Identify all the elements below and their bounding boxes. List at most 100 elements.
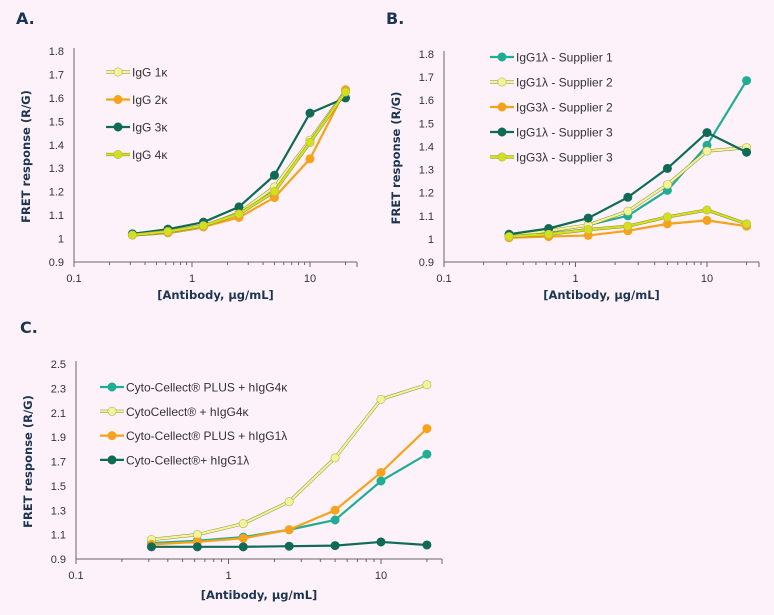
y-tick-label: 1.7: [51, 457, 66, 469]
data-point: [702, 205, 712, 215]
y-tick-label: 1.8: [419, 49, 434, 61]
x-tick-label: 0.1: [66, 273, 81, 285]
x-tick-label: 1: [225, 570, 231, 582]
x-tick-label: 1: [189, 273, 195, 285]
y-tick-label: 2.5: [51, 359, 66, 371]
legend-label: IgG3λ - Supplier 2: [516, 101, 613, 115]
y-tick-label: 1.3: [51, 505, 66, 517]
data-point: [544, 229, 554, 239]
y-tick-label: 1.7: [49, 69, 64, 81]
y-tick-label: 1.2: [419, 188, 434, 200]
chart-panel-b: B. 0.1 1 10 0.9 1 1.1 1.2 1.3 1.4 1.5 1.6 1.7 1.8 [Ant…: [386, 9, 760, 302]
y-tick-label: 1.3: [419, 165, 434, 177]
y-tick-label: 1.8: [49, 46, 64, 58]
legend-marker: [107, 406, 117, 416]
legend-label: IgG1λ - Supplier 1: [516, 51, 613, 65]
legend-label: IgG 1κ: [132, 66, 168, 80]
y-tick-label: 0.9: [49, 257, 64, 269]
y-tick-label: 2.3: [51, 383, 66, 395]
legend-label: CytoCellect® + hIgG4κ: [126, 405, 250, 419]
data-point: [583, 225, 593, 235]
y-tick-label: 2.1: [51, 408, 66, 420]
legend-label: Cyto-Cellect®+ hIgG1λ: [126, 453, 249, 467]
x-tick-label: 10: [304, 273, 316, 285]
data-point: [330, 515, 340, 525]
data-point: [192, 542, 202, 552]
data-point: [284, 525, 294, 535]
series-3: Cyto-Cellect®+ hIgG1λ: [100, 453, 432, 552]
y-tick-label: 1: [428, 234, 434, 246]
legend-marker: [113, 95, 123, 105]
y-tick-label: 1.4: [419, 141, 434, 153]
y-tick-label: 1.1: [51, 530, 66, 542]
data-point: [702, 215, 712, 225]
x-tick-label: 0.1: [436, 273, 451, 285]
y-tick-label: 1.5: [419, 118, 434, 130]
legend-label: Cyto-Cellect® PLUS + hIgG4κ: [126, 381, 288, 395]
legend-label: IgG 3κ: [132, 121, 168, 135]
data-point: [623, 206, 633, 216]
y-tick-label: 1.3: [49, 163, 64, 175]
data-point: [341, 87, 351, 97]
y-axis-title: FRET response (R/G): [389, 92, 403, 225]
legend-marker: [113, 122, 123, 132]
y-tick-label: 1.6: [419, 95, 434, 107]
data-point: [269, 187, 279, 197]
x-tick-label: 1: [572, 273, 578, 285]
y-tick-label: 1.4: [49, 140, 64, 152]
x-axis-title: [Antibody, µg/mL]: [543, 288, 660, 302]
series-3: IgG1λ - Supplier 3: [490, 126, 752, 239]
panel-label: A.: [16, 9, 35, 28]
x-axis-title: [Antibody, µg/mL]: [201, 588, 318, 602]
y-tick-label: 1.7: [419, 72, 434, 84]
x-axis-title: [Antibody, µg/mL]: [157, 288, 274, 302]
data-point: [583, 213, 593, 223]
legend-marker: [497, 77, 507, 87]
y-tick-label: 1.5: [49, 116, 64, 128]
series-4: IgG3λ - Supplier 3: [490, 151, 752, 242]
data-point: [422, 540, 432, 550]
data-point: [742, 76, 752, 86]
legend-marker: [107, 382, 117, 392]
y-tick-label: 1.5: [51, 481, 66, 493]
y-axis-title: FRET response (R/G): [21, 395, 35, 528]
data-point: [422, 424, 432, 434]
series-2: Cyto-Cellect® PLUS + hIgG1λ: [100, 424, 432, 549]
legend-marker: [497, 152, 507, 162]
series-2: IgG3λ - Supplier 2: [490, 101, 752, 243]
data-point: [376, 476, 386, 486]
legend-marker: [497, 52, 507, 62]
data-point: [284, 541, 294, 551]
chart-panel-a: A. 0.1 1 10 0.9 1 1.1 1.2 1.3 1.4 1.5 1.6 1.7 1.8 [Ant…: [16, 9, 358, 302]
series-3: IgG 4κ: [106, 87, 351, 240]
data-point: [269, 170, 279, 180]
data-point: [702, 146, 712, 156]
x-tick-label: 0.1: [68, 570, 83, 582]
legend-marker: [497, 127, 507, 137]
y-tick-label: 1.1: [419, 211, 434, 223]
data-point: [662, 163, 672, 173]
data-point: [623, 221, 633, 231]
data-point: [163, 227, 173, 237]
x-tick-label: 10: [701, 273, 713, 285]
data-point: [238, 519, 248, 529]
legend-label: IgG1λ - Supplier 3: [516, 126, 613, 140]
panel-label: B.: [386, 9, 404, 28]
data-point: [422, 449, 432, 459]
data-point: [305, 137, 315, 147]
data-point: [284, 497, 294, 507]
data-point: [330, 505, 340, 515]
y-tick-label: 1.6: [49, 93, 64, 105]
data-point: [623, 192, 633, 202]
data-point: [376, 537, 386, 547]
y-tick-label: 1.1: [49, 210, 64, 222]
data-point: [376, 467, 386, 477]
data-point: [234, 209, 244, 219]
legend-marker: [107, 431, 117, 441]
y-tick-label: 1.2: [49, 187, 64, 199]
data-point: [742, 147, 752, 157]
data-point: [238, 542, 248, 552]
panel-label: C.: [20, 318, 38, 337]
data-point: [422, 380, 432, 390]
data-point: [702, 128, 712, 138]
